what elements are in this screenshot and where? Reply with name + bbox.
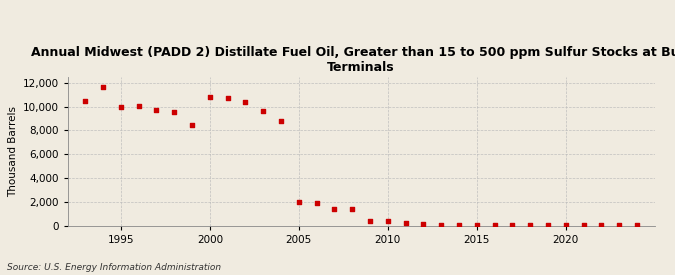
Point: [240, 100, 251, 104]
Point: [151, 108, 162, 112]
Point: [133, 103, 144, 108]
Point: [436, 222, 447, 227]
Point: [294, 200, 304, 204]
Point: [560, 222, 571, 227]
Point: [507, 222, 518, 227]
Point: [115, 104, 126, 109]
Y-axis label: Thousand Barrels: Thousand Barrels: [8, 106, 18, 197]
Point: [258, 109, 269, 114]
Point: [524, 222, 535, 227]
Point: [222, 96, 233, 101]
Point: [400, 220, 411, 225]
Point: [596, 223, 607, 227]
Point: [578, 222, 589, 227]
Point: [169, 110, 180, 114]
Point: [383, 219, 394, 223]
Point: [98, 84, 109, 89]
Point: [614, 223, 624, 227]
Point: [347, 207, 358, 211]
Text: Source: U.S. Energy Information Administration: Source: U.S. Energy Information Administ…: [7, 263, 221, 272]
Point: [454, 223, 464, 227]
Point: [205, 95, 215, 99]
Point: [80, 98, 90, 103]
Point: [275, 119, 286, 123]
Point: [418, 222, 429, 227]
Point: [471, 222, 482, 227]
Point: [187, 123, 198, 127]
Point: [329, 207, 340, 211]
Point: [489, 222, 500, 227]
Title: Annual Midwest (PADD 2) Distillate Fuel Oil, Greater than 15 to 500 ppm Sulfur S: Annual Midwest (PADD 2) Distillate Fuel …: [30, 46, 675, 75]
Point: [311, 201, 322, 205]
Point: [543, 223, 554, 227]
Point: [364, 219, 375, 224]
Point: [632, 223, 643, 227]
